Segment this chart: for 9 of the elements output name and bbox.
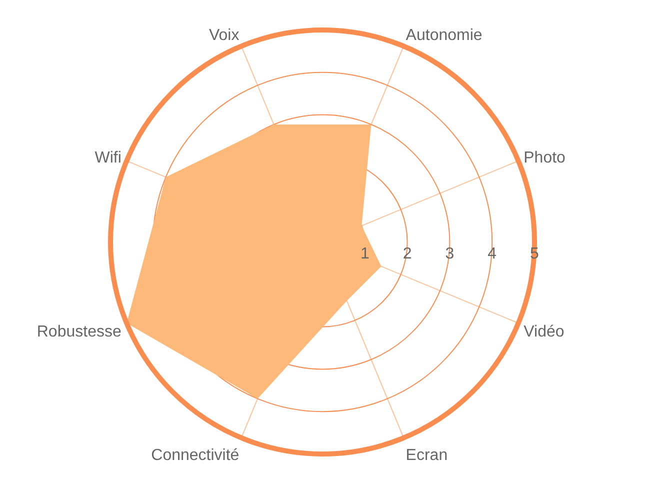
spoke-label: Wifi xyxy=(94,150,122,167)
spoke-label: Autonomie xyxy=(406,27,482,44)
spoke-label: Vidéo xyxy=(524,324,564,341)
y-tick-label: 1 xyxy=(360,246,370,262)
spoke-label: Connectivité xyxy=(151,447,240,464)
spoke-label: Photo xyxy=(524,150,566,167)
spoke-label: Robustesse xyxy=(36,324,122,341)
spoke-label: Voix xyxy=(208,27,240,44)
spoke-label: Ecran xyxy=(406,447,448,464)
